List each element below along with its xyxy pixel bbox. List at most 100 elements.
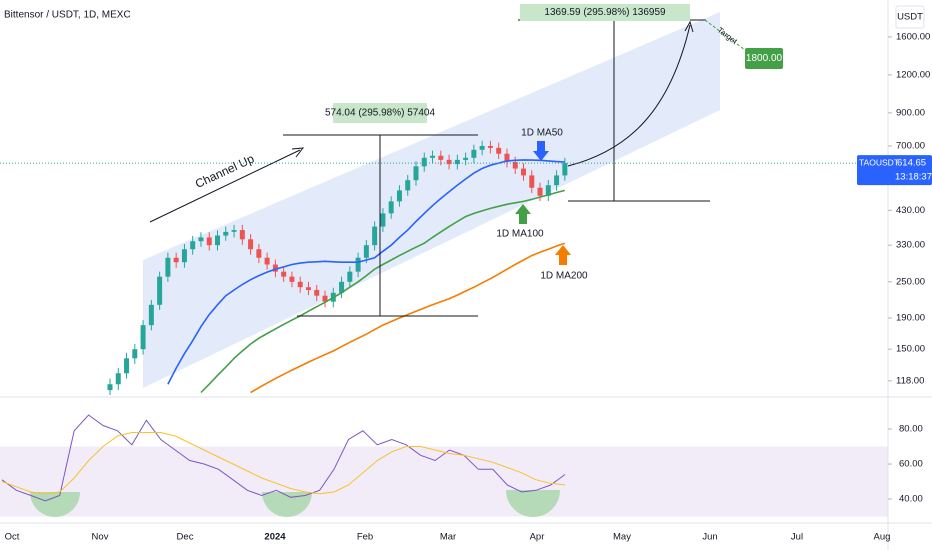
candle-body: [297, 281, 303, 288]
y-tick-label: 250.00: [896, 276, 925, 287]
ma-arrow: [555, 245, 571, 265]
y-tick-label: 80.00: [899, 424, 923, 435]
ma-label: 1D MA50: [521, 128, 563, 139]
candle-body: [396, 190, 402, 202]
candle-body: [339, 281, 345, 293]
candle-body: [215, 235, 221, 246]
candle-body: [289, 276, 295, 282]
candle-body: [206, 237, 212, 246]
candle-body: [181, 249, 187, 263]
candle-body: [471, 149, 477, 158]
ma-arrow: [533, 141, 549, 161]
candle-body: [314, 289, 320, 296]
candle-body: [223, 231, 229, 236]
candle-body: [264, 257, 270, 265]
candle-body: [115, 373, 121, 385]
candle-body: [231, 230, 237, 232]
y-tick-label: 60.00: [899, 459, 923, 470]
candle-body: [512, 161, 518, 169]
candle-body: [421, 157, 427, 167]
target-box: [745, 48, 783, 69]
candle-body: [305, 287, 311, 290]
rsi-bottom: [30, 492, 80, 517]
candle-body: [157, 276, 163, 305]
candle-body: [165, 257, 171, 277]
candle-body: [438, 155, 444, 160]
candle-body: [355, 257, 361, 272]
candle-body: [554, 175, 560, 186]
y-tick-label: 700.00: [896, 141, 925, 152]
chart-title: Bittensor / USDT, 1D, MEXC: [4, 10, 131, 21]
candle-body: [239, 230, 245, 240]
x-tick-label: Jul: [791, 532, 803, 543]
candle-body: [545, 185, 551, 196]
rsi-line: [1, 432, 566, 495]
rsi-line: [1, 414, 566, 502]
currency-box[interactable]: [895, 5, 925, 29]
x-tick-label: Dec: [177, 532, 194, 543]
symbol: TAOUSDT: [859, 157, 899, 167]
candle-body: [173, 257, 179, 263]
ma-label: 1D MA200: [540, 271, 588, 282]
y-tick-label: 190.00: [896, 313, 925, 324]
rsi-bottom: [506, 490, 560, 517]
marks: [1, 140, 568, 502]
x-tick-label: 2024: [264, 532, 286, 543]
x-tick-label: Mar: [440, 532, 456, 543]
currency: USDT: [897, 12, 923, 23]
measure-box: [333, 103, 427, 123]
y-tick-label: 40.00: [899, 494, 923, 505]
ma-line: [200, 189, 565, 394]
last-price: 614.65: [897, 158, 926, 169]
ma-arrow: [515, 204, 531, 224]
countdown: 13:18:37: [895, 172, 932, 183]
rsi-pane: [0, 446, 888, 517]
measure-label: 1369.59 (295.98%) 136959: [544, 7, 666, 18]
x-tick-label: Aug: [874, 532, 891, 543]
candle-body: [124, 358, 130, 374]
x-tick-label: Feb: [357, 532, 373, 543]
candle-body: [405, 180, 411, 191]
candle-body: [148, 304, 154, 326]
candle-body: [256, 249, 262, 258]
x-tick-label: May: [613, 532, 631, 543]
ma-line: [250, 242, 566, 394]
candle-body: [107, 384, 113, 391]
candle-body: [504, 153, 510, 162]
candle-body: [372, 226, 378, 246]
candle-body: [388, 201, 394, 214]
candle-body: [537, 187, 543, 196]
candle-body: [529, 175, 535, 188]
y-tick-label: 330.00: [896, 240, 925, 251]
candle-body: [272, 264, 278, 272]
measure-box: [520, 4, 690, 21]
channel: [143, 12, 720, 388]
candle-body: [446, 159, 452, 165]
candle-body: [413, 166, 419, 181]
candle-body: [496, 147, 502, 154]
y-tick-label: 150.00: [896, 344, 925, 355]
candle-body: [140, 325, 146, 350]
candle-body: [487, 145, 493, 148]
ma-label: 1D MA100: [496, 229, 544, 240]
x-tick-label: Jun: [702, 532, 717, 543]
candle-body: [430, 155, 436, 158]
target-price: 1800.00: [746, 53, 783, 64]
x-tick-label: Oct: [5, 532, 20, 543]
candle-body: [454, 159, 460, 165]
y-tick-label: 900.00: [896, 107, 925, 118]
x-tick-label: Apr: [530, 532, 545, 543]
x-tick-label: Nov: [92, 532, 109, 543]
candle-body: [347, 271, 353, 282]
candle-body: [521, 168, 526, 176]
rsi-band: [0, 446, 888, 517]
candle-body: [198, 237, 204, 242]
y-tick-label: 118.00: [896, 375, 924, 386]
candle-body: [479, 145, 485, 150]
candle-body: [132, 349, 138, 359]
candle-body: [562, 163, 568, 176]
measure-label: 574.04 (295.98%) 57404: [325, 108, 436, 119]
candle-body: [363, 245, 369, 258]
last-price-box: [857, 155, 932, 186]
